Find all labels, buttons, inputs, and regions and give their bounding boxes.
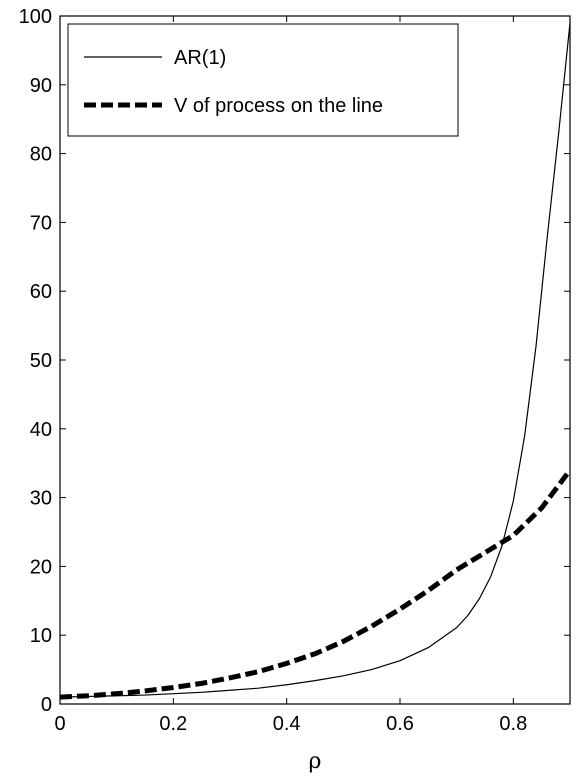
- x-tick-label: 0.8: [499, 713, 527, 735]
- y-tick-label: 90: [30, 75, 52, 97]
- y-tick-label: 0: [41, 694, 52, 716]
- x-tick-label: 0.2: [159, 713, 187, 735]
- x-tick-label: 0.4: [273, 713, 301, 735]
- series-line-ar1: [59, 22, 571, 698]
- legend-box: [67, 23, 459, 137]
- y-tick-label: 70: [30, 212, 52, 234]
- y-tick-label: 40: [30, 419, 52, 441]
- series-line-v-process: [59, 468, 573, 700]
- legend-label-ar1: AR(1): [174, 47, 226, 69]
- x-tick-label: 0.6: [386, 713, 414, 735]
- y-tick-label: 10: [30, 625, 52, 647]
- series-layer: [59, 22, 573, 700]
- axis-ticks: [59, 15, 570, 705]
- y-tick-label: 50: [30, 350, 52, 372]
- x-tick-label: 0: [54, 713, 65, 735]
- x-axis-label: ρ: [309, 749, 322, 774]
- y-tick-label: 30: [30, 488, 52, 510]
- y-tick-label: 60: [30, 281, 52, 303]
- y-tick-label: 80: [30, 144, 52, 166]
- legend: AR(1) V of process on the line: [67, 23, 459, 137]
- axis-tick-labels: 0 0.2 0.4 0.6 0.8 0 10 20 30 40 50 60 70 80 90 100: [19, 6, 528, 735]
- y-tick-label: 100: [19, 6, 52, 28]
- y-tick-label: 20: [30, 556, 52, 578]
- legend-label-v-process: V of process on the line: [174, 95, 383, 117]
